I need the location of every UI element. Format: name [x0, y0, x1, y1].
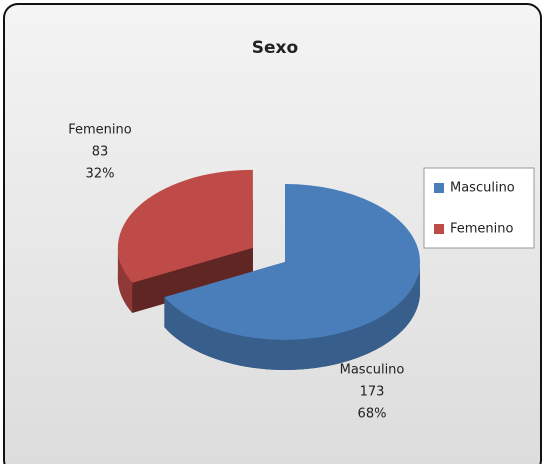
pie-slice [164, 184, 420, 340]
data-label-value: 173 [360, 385, 385, 400]
data-label-name: Masculino [340, 363, 405, 378]
pie-slice [117, 169, 253, 283]
legend-label: Femenino [450, 222, 514, 237]
slice-cut-face [132, 247, 253, 313]
legend-swatch [434, 183, 444, 193]
legend-swatch [434, 224, 444, 234]
slice-side [164, 262, 420, 370]
slice-side [117, 247, 133, 313]
data-label-value: 83 [92, 145, 109, 160]
legend [423, 167, 535, 249]
chart-title: Sexo [252, 38, 298, 58]
chart-frame [3, 3, 542, 464]
data-label-percent: 32% [86, 167, 115, 182]
data-label-name: Femenino [68, 123, 132, 138]
data-label-percent: 68% [358, 407, 387, 422]
legend-label: Masculino [450, 181, 515, 196]
